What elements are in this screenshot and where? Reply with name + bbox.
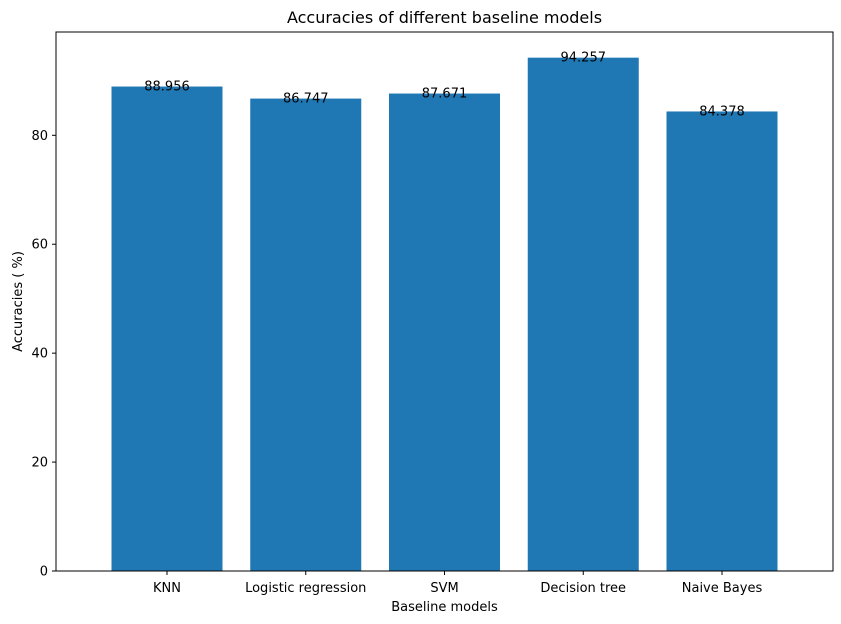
value-label: 84.378 — [699, 104, 745, 119]
x-tick-label: SVM — [430, 581, 458, 596]
chart-title: Accuracies of different baseline models — [287, 8, 602, 27]
x-tick-label: KNN — [153, 581, 181, 596]
y-tick-label: 60 — [31, 238, 48, 253]
y-tick-label: 80 — [31, 129, 48, 144]
bar-naive-bayes — [666, 111, 778, 571]
value-label: 88.956 — [144, 80, 190, 95]
bar-logistic-regression — [250, 98, 362, 571]
value-label: 86.747 — [283, 92, 329, 107]
y-tick-label: 40 — [31, 347, 48, 362]
bar-svm — [389, 93, 500, 571]
x-tick-label: Logistic regression — [245, 581, 366, 596]
y-axis-title: Accuracies ( %) — [11, 251, 26, 352]
x-tick-label: Decision tree — [540, 581, 626, 596]
bar-decision-tree — [527, 57, 639, 572]
plot-frame — [55, 31, 834, 572]
x-axis-title: Baseline models — [391, 600, 498, 615]
x-tick-label: Naive Bayes — [682, 581, 763, 596]
value-label: 87.671 — [422, 87, 468, 102]
value-labels-group: 88.956 86.747 87.671 94.257 84.378 — [144, 51, 745, 120]
x-axis-ticks: KNN Logistic regression SVM Decision tree Na… — [153, 571, 762, 596]
y-tick-label: 20 — [31, 456, 48, 471]
y-axis-ticks: 0 20 40 60 80 — [31, 129, 56, 580]
y-tick-label: 0 — [40, 565, 48, 580]
value-label: 94.257 — [561, 51, 607, 66]
bars-group — [111, 57, 778, 572]
bar-knn — [111, 86, 223, 571]
